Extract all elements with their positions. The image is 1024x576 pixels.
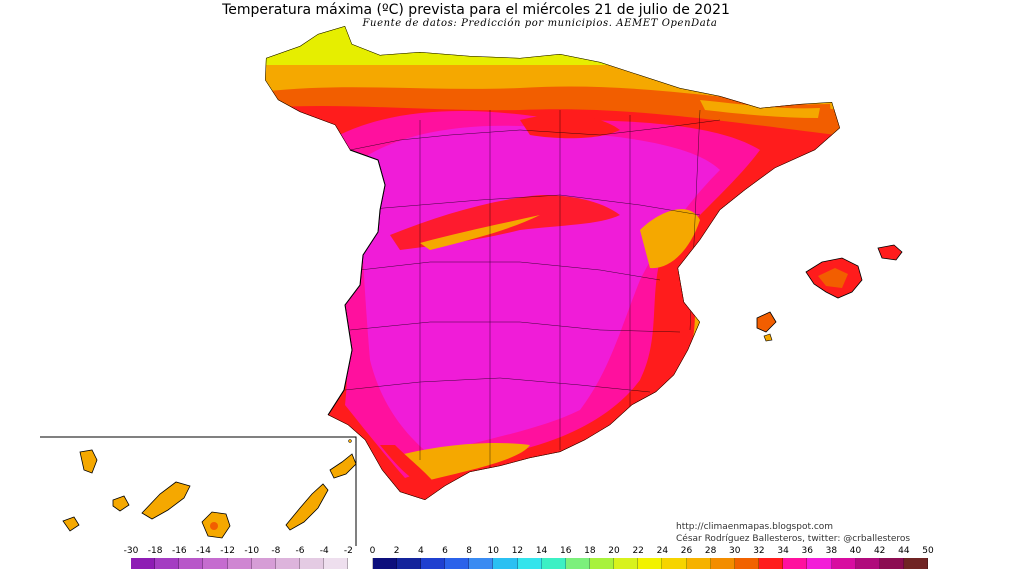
legend-tick-label: -16 [171, 546, 187, 556]
portugal-border [327, 149, 386, 416]
legend-tick-label: -10 [244, 546, 260, 556]
legend-swatch [879, 558, 904, 569]
legend-tick-label: 6 [442, 546, 448, 556]
legend-swatch [904, 558, 929, 569]
legend-swatch [227, 558, 252, 569]
canary-islands [62, 439, 357, 539]
legend-swatch [493, 558, 518, 569]
legend-tick-label: 34 [777, 546, 789, 556]
legend-swatch [614, 558, 639, 569]
legend-swatch [420, 558, 446, 569]
legend-swatch [348, 558, 373, 569]
canary-inset-frame [40, 436, 357, 546]
legend-swatch [807, 558, 832, 569]
color-legend: -30 -18 -16 -14 -12 -10 -8 -6 -4 -2 0 2 4 6 8 10 12 14 16 1… [124, 546, 934, 572]
legend-tick-label: 14 [535, 546, 548, 556]
legend-swatch [203, 558, 228, 569]
legend-tick-label: 16 [559, 546, 572, 556]
legend-swatch [831, 558, 856, 569]
legend-tick-label: 12 [511, 546, 524, 556]
legend-tick-label: -14 [196, 546, 211, 556]
balearic-islands [756, 244, 903, 342]
legend-swatch [251, 558, 276, 569]
map-title: Temperatura máxima (ºC) prevista para el… [222, 2, 730, 18]
legend-tick-label: -18 [147, 546, 163, 556]
legend-tick-label: 44 [898, 546, 910, 556]
credit-site: http://climaenmapas.blogspot.com [676, 522, 834, 532]
legend-tick-label: 20 [608, 546, 620, 556]
legend-tick-label: 22 [632, 546, 644, 556]
legend-tick-label: -6 [295, 546, 305, 556]
legend-swatch [372, 558, 397, 569]
legend-swatch [131, 558, 156, 569]
legend-swatch [541, 558, 566, 569]
legend-tick-label: 26 [680, 546, 693, 556]
legend-swatch [324, 558, 349, 569]
legend-swatch [855, 558, 880, 569]
legend-tick-label: 36 [801, 546, 813, 556]
legend-swatch [759, 558, 784, 569]
legend-swatch [662, 558, 687, 569]
legend-tick-label: 50 [922, 546, 934, 556]
legend-tick-label: 0 [369, 546, 376, 556]
legend-swatch [686, 558, 711, 569]
legend-swatch [155, 558, 180, 569]
credit-author: César Rodríguez Ballesteros, twitter: @c… [676, 534, 911, 544]
legend-swatch [517, 558, 542, 569]
province-borders [344, 109, 721, 470]
legend-tick-label: 2 [393, 546, 400, 556]
legend-swatch [300, 558, 325, 569]
legend-swatch [396, 558, 421, 569]
legend-tick-label: 28 [704, 546, 717, 556]
north-coast-band [265, 26, 840, 65]
legend-color-bar [131, 558, 929, 569]
legend-tick-label: 40 [849, 546, 862, 556]
legend-swatch [469, 558, 494, 569]
legend-tick-label: 42 [873, 546, 886, 556]
legend-tick-label: -30 [123, 546, 139, 556]
legend-swatch [565, 558, 590, 569]
legend-swatch [734, 558, 760, 569]
peninsula [265, 26, 840, 500]
map-subtitle: Fuente de datos: Predicción por municipi… [362, 18, 718, 29]
legend-tick-label: 38 [825, 546, 838, 556]
legend-tick-label: 10 [487, 546, 499, 556]
legend-tick-label: -8 [271, 546, 281, 556]
legend-tick-label: 8 [466, 546, 472, 556]
legend-swatch [710, 558, 735, 569]
legend-tick-label: -2 [343, 546, 353, 556]
legend-tick-label: 32 [753, 546, 765, 556]
legend-swatch [275, 558, 301, 569]
legend-tick-label: -12 [220, 546, 235, 556]
legend-tick-label: 18 [584, 546, 596, 556]
legend-swatch [638, 558, 663, 569]
legend-swatch [589, 558, 615, 569]
legend-swatch [783, 558, 808, 569]
legend-tick-label: 30 [729, 546, 741, 556]
legend-tick-label: -4 [319, 546, 329, 556]
legend-tick-label: 24 [656, 546, 669, 556]
legend-tick-label: 4 [417, 546, 424, 556]
legend-swatch [445, 558, 470, 569]
legend-swatch [179, 558, 204, 569]
